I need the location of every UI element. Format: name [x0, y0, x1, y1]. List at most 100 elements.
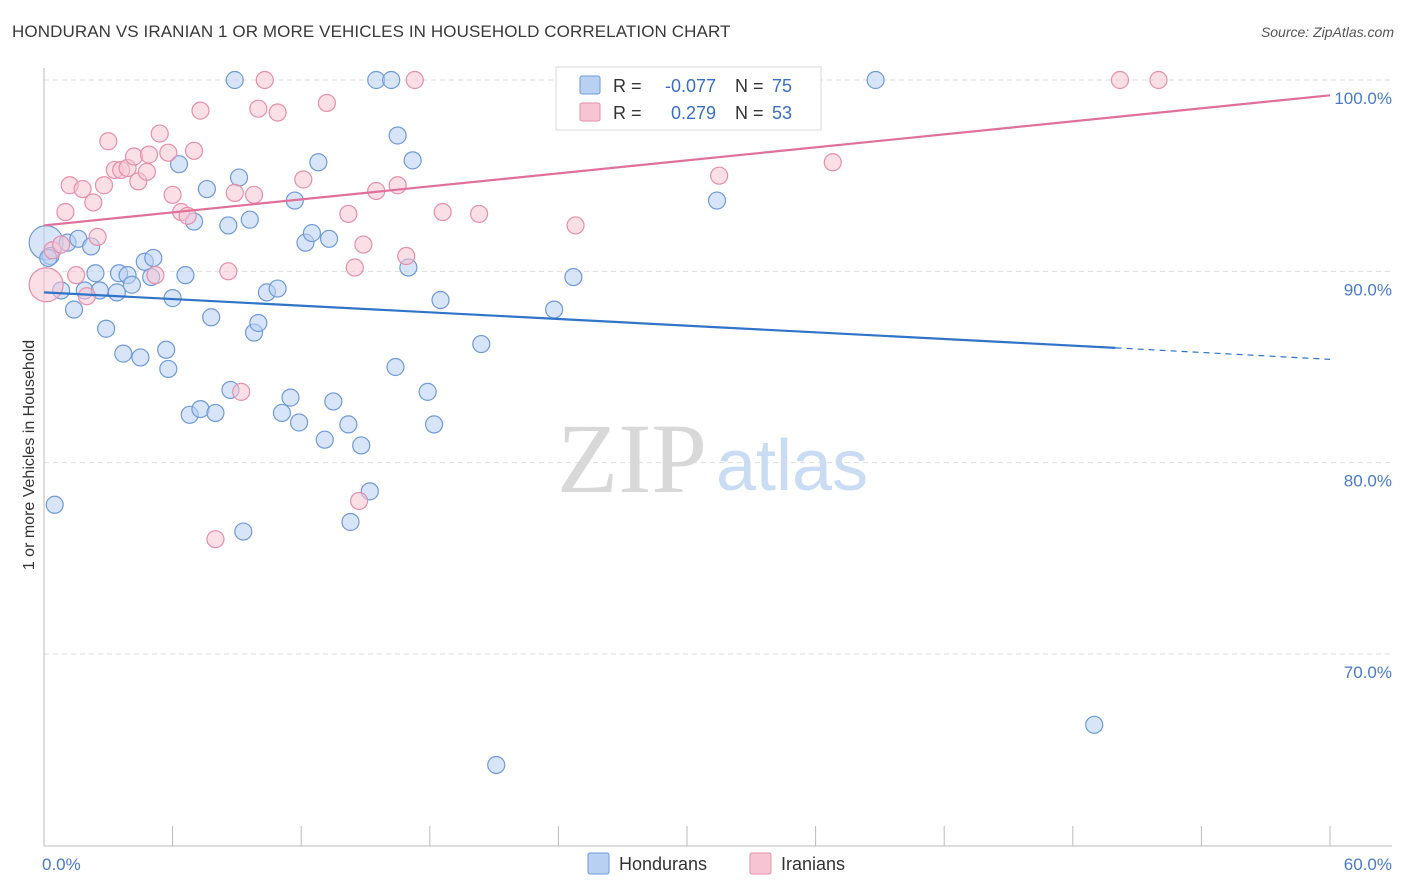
iranians-point: [139, 145, 159, 164]
iranians-point: [249, 99, 268, 118]
hondurans-point: [229, 168, 249, 187]
legend-r-value-hondurans: -0.077: [665, 76, 716, 96]
hondurans-point: [97, 319, 116, 338]
hondurans-point: [1085, 715, 1104, 734]
hondurans-point: [157, 340, 176, 359]
iranians-point: [150, 124, 169, 143]
y-tick-label: 100.0%: [1334, 89, 1392, 108]
legend-n-value-iranians: 53: [772, 103, 792, 123]
hondurans-point: [159, 359, 178, 379]
iranians-point: [405, 70, 424, 90]
hondurans-point: [319, 229, 339, 248]
y-tick-label: 70.0%: [1344, 663, 1392, 682]
legend-swatch-iranians: [579, 102, 601, 122]
series-legend-label-iranians: Iranians: [781, 854, 845, 874]
hondurans-point: [418, 382, 437, 401]
hondurans-trend-line: [43, 291, 1116, 349]
chart-title: HONDURAN VS IRANIAN 1 OR MORE VEHICLES I…: [12, 22, 731, 41]
iranians-point: [433, 202, 452, 222]
hondurans-point: [281, 388, 300, 407]
iranians-point: [146, 266, 165, 285]
iranians-point: [1149, 70, 1168, 90]
iranians-point: [710, 166, 729, 185]
iranians-point: [339, 204, 358, 224]
iranians-point: [94, 176, 114, 195]
iranians-point: [77, 287, 96, 306]
hondurans-point: [315, 430, 334, 449]
hondurans-point: [388, 126, 407, 145]
hondurans-point: [341, 512, 360, 532]
hondurans-point: [206, 403, 225, 423]
iranians-point: [159, 143, 178, 162]
legend-swatch-hondurans: [579, 75, 601, 95]
hondurans-point: [144, 248, 163, 268]
iranians-point: [469, 204, 489, 224]
grid-lines: [44, 79, 1392, 655]
chart-source: Source: ZipAtlas.com: [1260, 24, 1394, 40]
iranians-point: [349, 491, 369, 511]
iranians-point: [163, 185, 182, 204]
hondurans-point: [191, 399, 210, 419]
iranians-point: [56, 202, 75, 222]
iranians-point: [345, 258, 364, 277]
legend-n-label-hondurans: N =: [735, 76, 764, 96]
hondurans-point: [86, 264, 105, 283]
iranians-point: [184, 141, 204, 160]
iranians-point: [137, 162, 156, 181]
iranians-point: [244, 185, 264, 204]
hondurans-point: [249, 313, 268, 333]
legend-n-label-iranians: N =: [735, 103, 764, 123]
hondurans-point: [324, 392, 343, 411]
hondurans-point: [131, 348, 150, 367]
iranians-point: [225, 183, 244, 202]
hondurans-point: [352, 436, 371, 455]
trend-lines: [43, 94, 1331, 360]
hondurans-point: [176, 266, 195, 285]
iranians-point: [566, 216, 585, 235]
iranians-point: [99, 132, 118, 151]
hondurans-point: [866, 70, 885, 90]
hondurans-point: [302, 223, 322, 243]
stats-legend: R = -0.077 N = 75 R = 0.279 N = 53: [555, 66, 822, 131]
hondurans-point: [487, 755, 506, 775]
iranians-trend-line: [43, 94, 1331, 227]
hondurans-point: [272, 403, 292, 423]
hondurans-point: [309, 153, 328, 172]
iranians-point: [73, 179, 92, 199]
watermark-zip: ZIP: [557, 403, 707, 514]
series-legend-swatch-iranians: [749, 852, 772, 875]
iranians-point: [88, 227, 107, 246]
hondurans-point: [431, 290, 450, 310]
hondurans-point: [472, 334, 491, 354]
iranians-point: [397, 246, 416, 266]
hondurans-point: [289, 413, 309, 432]
watermark: ZIP atlas: [557, 403, 868, 514]
hondurans-point: [234, 522, 253, 541]
legend-r-value-iranians: 0.279: [671, 103, 716, 123]
hondurans-point: [268, 279, 287, 298]
iranians-point: [354, 235, 373, 254]
hondurans-point: [382, 70, 401, 90]
hondurans-point: [122, 275, 141, 294]
axes: [43, 68, 1392, 847]
iranians-point: [52, 235, 71, 254]
hondurans-point: [219, 216, 238, 235]
iranians-point: [823, 153, 842, 172]
hondurans-point: [424, 415, 444, 434]
hondurans-point: [707, 191, 727, 210]
hondurans-point: [114, 344, 133, 363]
iranians-point: [191, 101, 210, 120]
y-axis-label: 1 or more Vehicles in Household: [21, 340, 38, 570]
hondurans-point: [202, 308, 221, 327]
hondurans-point: [197, 179, 216, 199]
legend-r-label-iranians: R =: [613, 103, 642, 123]
y-tick-label: 90.0%: [1344, 280, 1392, 299]
iranians-point: [232, 382, 251, 401]
legend-n-value-hondurans: 75: [772, 76, 792, 96]
y-tick-label: 80.0%: [1344, 472, 1392, 491]
iranians-point: [294, 170, 313, 189]
iranians-point: [206, 530, 225, 549]
hondurans-point: [225, 70, 244, 90]
iranians-point: [28, 267, 64, 303]
